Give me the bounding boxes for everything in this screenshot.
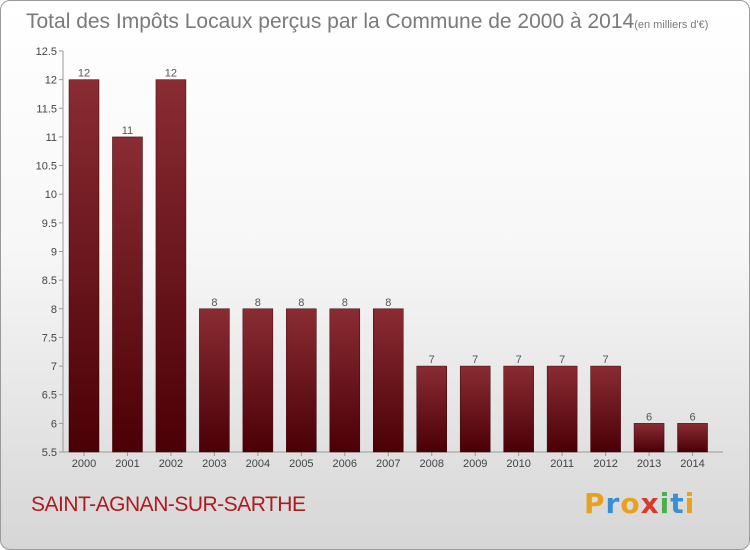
data-label-2002: 12 [165, 68, 177, 80]
logo-letter: i [659, 487, 671, 520]
x-tick-label-2007: 2007 [376, 458, 400, 470]
bar-2011 [546, 365, 578, 453]
bar-2013 [633, 423, 665, 453]
data-label-2004: 8 [255, 297, 261, 309]
x-tick-label-2012: 2012 [593, 458, 617, 470]
y-tick-label: 11 [46, 132, 57, 144]
logo-letter: i [684, 487, 696, 520]
chart-title-unit: (en milliers d'€) [634, 19, 708, 31]
y-tick-label: 9.5 [42, 218, 57, 230]
bars: 12 11 12 8 8 8 8 8 7 7 7 7 7 6 6 [68, 68, 708, 453]
data-label-2012: 7 [603, 354, 609, 366]
y-tick-label: 10 [45, 189, 57, 201]
chart-title-main: Total des Impôts Locaux perçus par la Co… [26, 10, 635, 33]
logo-letter: x [640, 487, 660, 520]
x-tick-label-2013: 2013 [637, 458, 661, 470]
bar-2005 [286, 308, 317, 453]
commune-name: SAINT-AGNAN-SUR-SARTHE [31, 493, 306, 516]
data-label-2001: 11 [122, 125, 133, 137]
y-tick-label: 7 [51, 361, 57, 373]
data-label-2007: 8 [385, 297, 391, 309]
logo-letter: P [584, 487, 606, 520]
x-tick-label-2003: 2003 [202, 458, 226, 470]
y-tick-label: 6 [51, 418, 57, 430]
y-tick-label: 10.5 [36, 161, 57, 173]
logo-letter: o [620, 487, 641, 520]
x-tick-label-2001: 2001 [115, 458, 139, 470]
y-tick-label: 8 [51, 304, 57, 316]
data-label-2014: 6 [689, 411, 695, 423]
data-label-2006: 8 [342, 297, 348, 309]
y-tick-label: 5.5 [42, 447, 57, 459]
bar-2002 [155, 79, 187, 453]
data-label-2009: 7 [472, 354, 478, 366]
y-tick-label: 7.5 [42, 332, 57, 344]
y-tick-label: 6.5 [42, 390, 57, 402]
y-tick-label: 8.5 [42, 275, 57, 287]
y-tick-label: 12 [45, 75, 57, 87]
bar-2004 [242, 308, 274, 453]
data-label-2008: 7 [429, 354, 435, 366]
data-label-2010: 7 [516, 354, 522, 366]
y-tick-label: 11.5 [36, 103, 57, 115]
y-tick-label: 12.5 [36, 46, 57, 58]
x-tick-label-2011: 2011 [550, 458, 574, 470]
bar-2003 [199, 308, 230, 453]
bar-2007 [373, 308, 404, 453]
bar-2009 [459, 365, 491, 453]
data-label-2005: 8 [298, 297, 304, 309]
x-tick-label-2002: 2002 [159, 458, 183, 470]
x-tick-label-2006: 2006 [333, 458, 357, 470]
data-label-2000: 12 [78, 68, 90, 80]
data-label-2013: 6 [646, 411, 652, 423]
x-tick-label-2010: 2010 [506, 458, 530, 470]
bar-2006 [329, 308, 361, 453]
x-tick-label-2005: 2005 [289, 458, 313, 470]
chart-title: Total des Impôts Locaux perçus par la Co… [26, 10, 708, 33]
axes: 5.5 6 6.5 7 7.5 8 8.5 9 9.5 10 10.5 11 11.5 12 12.5 200… [36, 46, 723, 470]
bar-2014 [677, 423, 708, 453]
data-label-2003: 8 [211, 297, 217, 309]
data-label-2011: 7 [559, 354, 565, 366]
logo-letter: r [605, 487, 621, 520]
bar-2000 [68, 79, 100, 453]
bar-2008 [416, 365, 447, 453]
x-tick-label-2004: 2004 [246, 458, 270, 470]
logo-letter: t [670, 487, 685, 520]
x-tick-label-2008: 2008 [419, 458, 443, 470]
y-tick-label: 9 [51, 247, 57, 259]
x-tick-label-2000: 2000 [72, 458, 96, 470]
bar-2012 [590, 365, 621, 453]
x-tick-label-2009: 2009 [463, 458, 487, 470]
proxiti-logo: Proxiti [584, 487, 695, 520]
x-tick-label-2014: 2014 [680, 458, 704, 470]
bar-2010 [503, 365, 534, 453]
bar-2001 [112, 136, 143, 453]
